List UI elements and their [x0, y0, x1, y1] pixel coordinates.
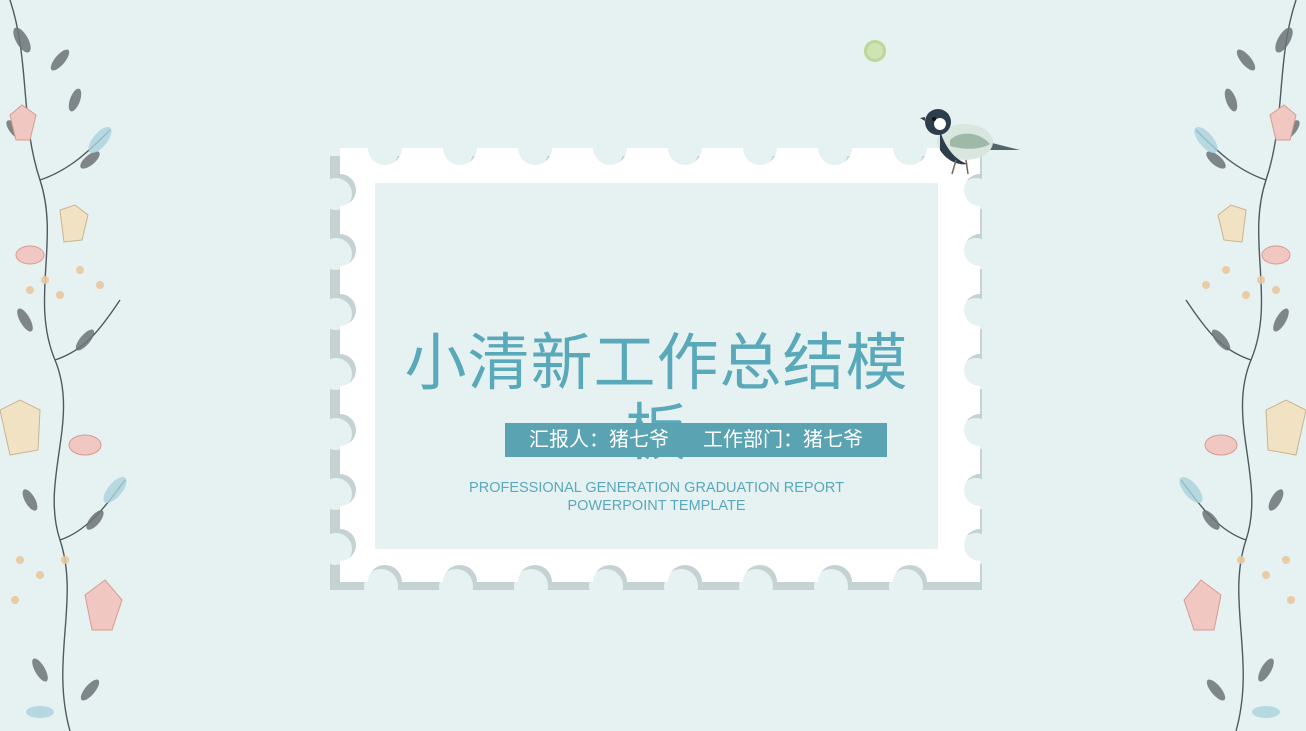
floral-border-left — [0, 0, 127, 731]
subtitle-line-1: PROFESSIONAL GENERATION GRADUATION REPOR… — [469, 480, 844, 496]
bird-illustration — [920, 109, 1020, 175]
reporter-label: 汇报人：猪七爷 — [529, 429, 669, 451]
green-dot-decoration — [864, 40, 886, 62]
reporter-label-bar: 汇报人：猪七爷 工作部门：猪七爷 — [505, 423, 887, 457]
floral-border-right — [1179, 0, 1306, 731]
subtitle: PROFESSIONAL GENERATION GRADUATION REPOR… — [375, 479, 938, 515]
subtitle-line-2: POWERPOINT TEMPLATE — [567, 498, 746, 514]
department-label: 工作部门：猪七爷 — [703, 429, 863, 451]
